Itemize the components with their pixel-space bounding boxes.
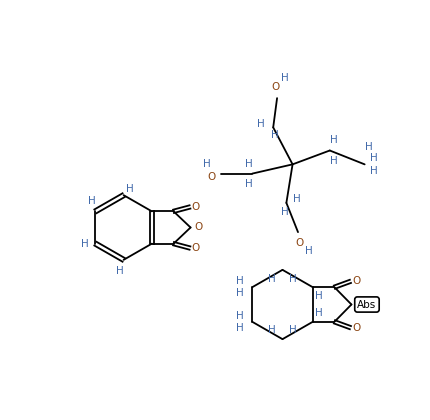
Text: H: H: [236, 276, 243, 286]
Text: H: H: [289, 325, 297, 335]
Text: H: H: [267, 325, 275, 335]
Text: O: O: [295, 238, 303, 248]
Text: H: H: [244, 159, 252, 168]
Text: H: H: [304, 247, 312, 256]
Text: O: O: [194, 223, 202, 233]
Text: O: O: [191, 202, 199, 212]
Text: H: H: [236, 323, 243, 333]
Text: H: H: [256, 118, 264, 129]
Text: O: O: [191, 243, 199, 253]
Text: H: H: [314, 307, 322, 318]
Text: H: H: [87, 196, 95, 205]
Text: O: O: [352, 323, 360, 333]
Text: H: H: [293, 194, 301, 204]
Text: H: H: [369, 153, 377, 163]
Text: Abs: Abs: [356, 299, 376, 310]
Text: H: H: [329, 155, 337, 165]
Text: H: H: [280, 207, 288, 217]
Text: H: H: [126, 184, 133, 194]
Text: O: O: [207, 173, 215, 182]
Text: H: H: [280, 73, 288, 83]
Text: H: H: [236, 289, 243, 298]
Text: H: H: [116, 265, 123, 276]
Text: H: H: [364, 142, 372, 152]
Text: H: H: [289, 274, 297, 284]
Text: H: H: [244, 178, 252, 189]
Text: H: H: [314, 291, 322, 302]
Text: H: H: [369, 165, 377, 176]
Text: H: H: [80, 239, 88, 249]
Text: H: H: [236, 311, 243, 320]
Text: H: H: [329, 136, 337, 145]
Text: H: H: [267, 274, 275, 284]
Text: O: O: [352, 276, 360, 286]
Text: H: H: [270, 130, 278, 140]
Text: H: H: [203, 159, 211, 169]
Text: O: O: [271, 81, 279, 92]
